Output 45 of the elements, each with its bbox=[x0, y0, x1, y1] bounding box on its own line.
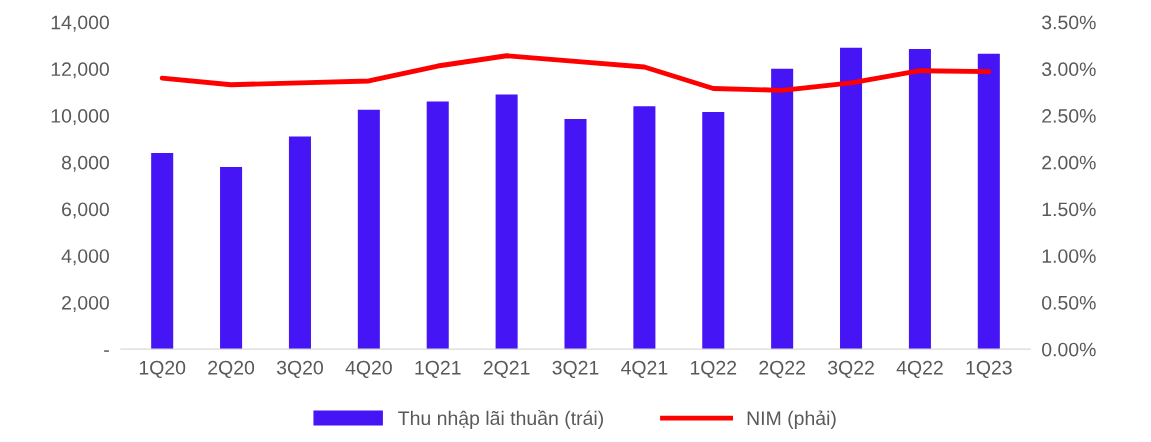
x-tick-label: 4Q20 bbox=[345, 360, 392, 379]
y-tick-label: 12,000 bbox=[51, 62, 109, 79]
line-series bbox=[159, 53, 992, 93]
bar bbox=[426, 101, 449, 350]
x-tick-label: 3Q21 bbox=[552, 360, 599, 379]
y2-tick-label: 0.00% bbox=[1042, 342, 1096, 357]
y-tick-label: 4,000 bbox=[61, 249, 109, 266]
y-tick-label: - bbox=[104, 350, 109, 352]
y-tick-label: 6,000 bbox=[62, 202, 109, 219]
x-tick-label: 1Q20 bbox=[139, 360, 186, 379]
bar bbox=[288, 136, 311, 350]
bar bbox=[151, 152, 174, 350]
bar bbox=[357, 109, 380, 350]
y-tick-label: 14,000 bbox=[51, 15, 109, 32]
bar bbox=[840, 47, 863, 350]
x-tick-label: 3Q22 bbox=[828, 360, 874, 379]
x-tick-label: 2Q20 bbox=[208, 360, 255, 379]
y2-tick-label: 2.00% bbox=[1042, 155, 1096, 170]
x-tick-label: 3Q20 bbox=[276, 360, 323, 379]
x-tick-label: 1Q23 bbox=[966, 360, 1012, 379]
y2-tick-label: 3.50% bbox=[1042, 15, 1096, 30]
bar bbox=[771, 68, 794, 350]
y2-tick-label: 0.50% bbox=[1042, 295, 1096, 310]
x-tick-label: 2Q21 bbox=[483, 360, 530, 379]
bar bbox=[702, 112, 725, 350]
bar bbox=[564, 119, 587, 350]
x-tick-label: 1Q22 bbox=[690, 360, 737, 379]
y2-tick-label: 3.00% bbox=[1042, 62, 1096, 77]
y-tick-label: 2,000 bbox=[62, 295, 109, 312]
legend-label: NIM (phải) bbox=[747, 410, 836, 429]
y2-tick-label: 2.50% bbox=[1042, 109, 1096, 123]
bar bbox=[977, 53, 1000, 350]
x-tick-label: 2Q22 bbox=[759, 360, 805, 379]
y2-tick-label: 1.50% bbox=[1042, 202, 1096, 217]
x-tick-label: 4Q21 bbox=[621, 360, 668, 379]
x-tick-label: 1Q21 bbox=[415, 360, 461, 379]
bar bbox=[220, 166, 243, 350]
bar bbox=[495, 94, 518, 350]
bar bbox=[633, 106, 656, 350]
legend-label: Thu nhập lãi thuần (trái) bbox=[398, 409, 603, 429]
bar bbox=[908, 48, 931, 350]
y-tick-label: 10,000 bbox=[51, 109, 109, 126]
y-tick-label: 8,000 bbox=[61, 155, 109, 172]
x-tick-label: 4Q22 bbox=[896, 360, 943, 379]
y2-tick-label: 1.00% bbox=[1042, 249, 1096, 263]
